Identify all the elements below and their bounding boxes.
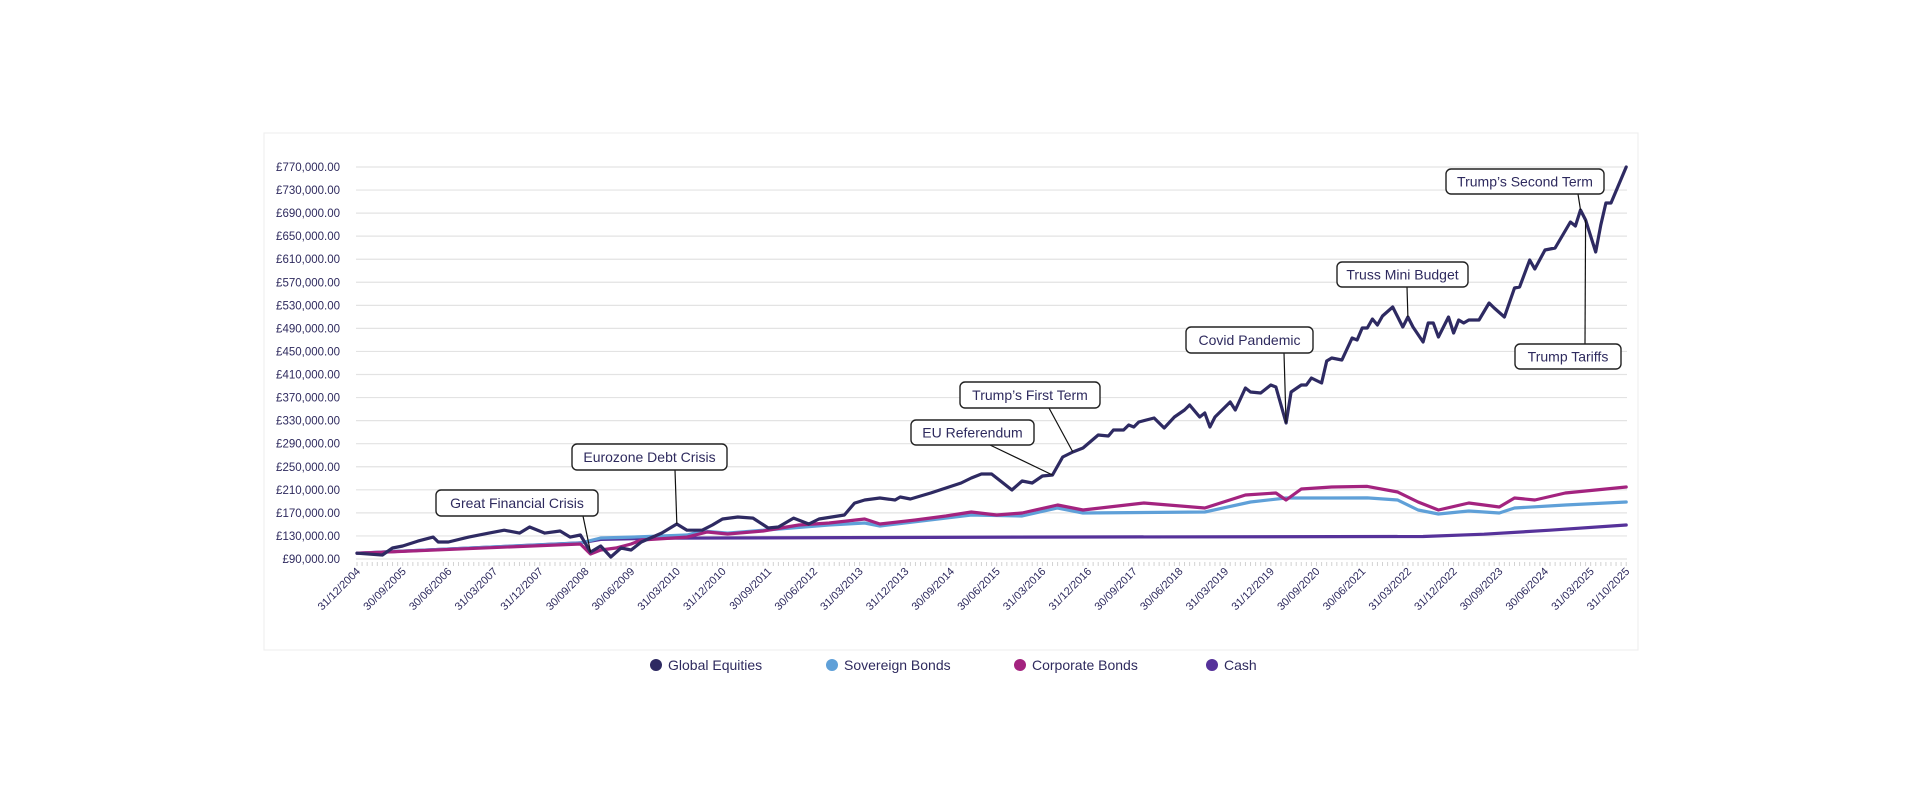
annotation-trump-tariffs: Trump Tariffs [1514, 220, 1622, 370]
annotation-great-financial-crisis: Great Financial Crisis [435, 489, 599, 553]
annotation-leader-line [1048, 407, 1074, 453]
annotation-label: Covid Pandemic [1199, 332, 1301, 348]
y-tick-label: £490,000.00 [276, 323, 340, 335]
y-tick-label: £330,000.00 [276, 416, 340, 428]
y-tick-label: £250,000.00 [276, 462, 340, 474]
legend-swatch-icon [650, 659, 662, 671]
legend-item-sovereign-bonds[interactable]: Sovereign Bonds [826, 657, 951, 673]
annotation-box [1336, 261, 1469, 288]
y-tick-label: £210,000.00 [276, 485, 340, 497]
annotation-covid-pandemic: Covid Pandemic [1185, 326, 1314, 424]
annotation-box [959, 381, 1101, 409]
annotation-leader-line [1577, 193, 1582, 211]
annotation-trump-s-first-term: Trump’s First Term [959, 381, 1101, 453]
annotations: Great Financial Crisis Eurozone Debt Cris… [435, 168, 1622, 553]
legend-label: Sovereign Bonds [844, 657, 951, 673]
series-line-global-equities [355, 165, 1628, 559]
legend-item-cash[interactable]: Cash [1206, 657, 1257, 673]
annotation-box [1445, 168, 1605, 195]
annotation-box [910, 419, 1035, 446]
y-tick-label: £770,000.00 [276, 162, 340, 174]
annotation-label: EU Referendum [922, 425, 1022, 441]
annotation-eurozone-debt-crisis: Eurozone Debt Crisis [571, 443, 728, 525]
legend-label: Global Equities [668, 657, 762, 673]
series-line-corporate-bonds [355, 484, 1628, 556]
annotation-leader-line [582, 515, 592, 553]
annotation-box [1185, 326, 1314, 354]
legend-item-global-equities[interactable]: Global Equities [650, 657, 762, 673]
annotation-truss-mini-budget: Truss Mini Budget [1336, 261, 1469, 318]
y-tick-label: £370,000.00 [276, 393, 340, 405]
annotation-box [571, 443, 728, 471]
annotation-label: Trump’s Second Term [1457, 174, 1593, 190]
gridlines [356, 166, 1627, 560]
legend: Global Equities Sovereign Bonds Corporate … [650, 657, 1257, 673]
annotation-box [435, 489, 599, 517]
annotation-leader-line [1283, 352, 1287, 424]
annotation-label: Great Financial Crisis [450, 495, 584, 511]
legend-label: Cash [1224, 657, 1257, 673]
legend-item-corporate-bonds[interactable]: Corporate Bonds [1014, 657, 1138, 673]
y-tick-label: £290,000.00 [276, 439, 340, 451]
annotation-label: Trump Tariffs [1528, 349, 1609, 365]
annotation-leader-line [989, 444, 1053, 476]
legend-swatch-icon [1206, 659, 1218, 671]
y-tick-label: £730,000.00 [276, 185, 340, 197]
legend-swatch-icon [1014, 659, 1026, 671]
y-axis-labels: £90,000.00 £130,000.00 £170,000.00 £210,000… [276, 162, 340, 566]
annotation-label: Eurozone Debt Crisis [583, 449, 715, 465]
y-tick-label: £650,000.00 [276, 231, 340, 243]
annotation-leader-line [674, 469, 678, 525]
y-tick-label: £530,000.00 [276, 300, 340, 312]
legend-label: Corporate Bonds [1032, 657, 1138, 673]
annotation-label: Truss Mini Budget [1346, 267, 1458, 283]
x-axis-ticks [356, 562, 1627, 566]
series-line-sovereign-bonds [355, 496, 1628, 555]
y-tick-label: £410,000.00 [276, 370, 340, 382]
annotation-trump-s-second-term: Trump’s Second Term [1445, 168, 1605, 211]
y-tick-label: £690,000.00 [276, 208, 340, 220]
annotation-leader-line [1584, 220, 1587, 345]
y-tick-label: £170,000.00 [276, 508, 340, 520]
annotation-box [1514, 343, 1622, 370]
annotation-label: Trump’s First Term [972, 387, 1088, 403]
y-tick-label: £570,000.00 [276, 277, 340, 289]
y-tick-label: £90,000.00 [282, 554, 340, 566]
annotation-leader-line [1406, 286, 1409, 318]
legend-swatch-icon [826, 659, 838, 671]
y-tick-label: £450,000.00 [276, 346, 340, 358]
y-tick-label: £130,000.00 [276, 531, 340, 543]
series-lines [355, 165, 1628, 559]
annotation-eu-referendum: EU Referendum [910, 419, 1053, 476]
y-tick-label: £610,000.00 [276, 254, 340, 266]
